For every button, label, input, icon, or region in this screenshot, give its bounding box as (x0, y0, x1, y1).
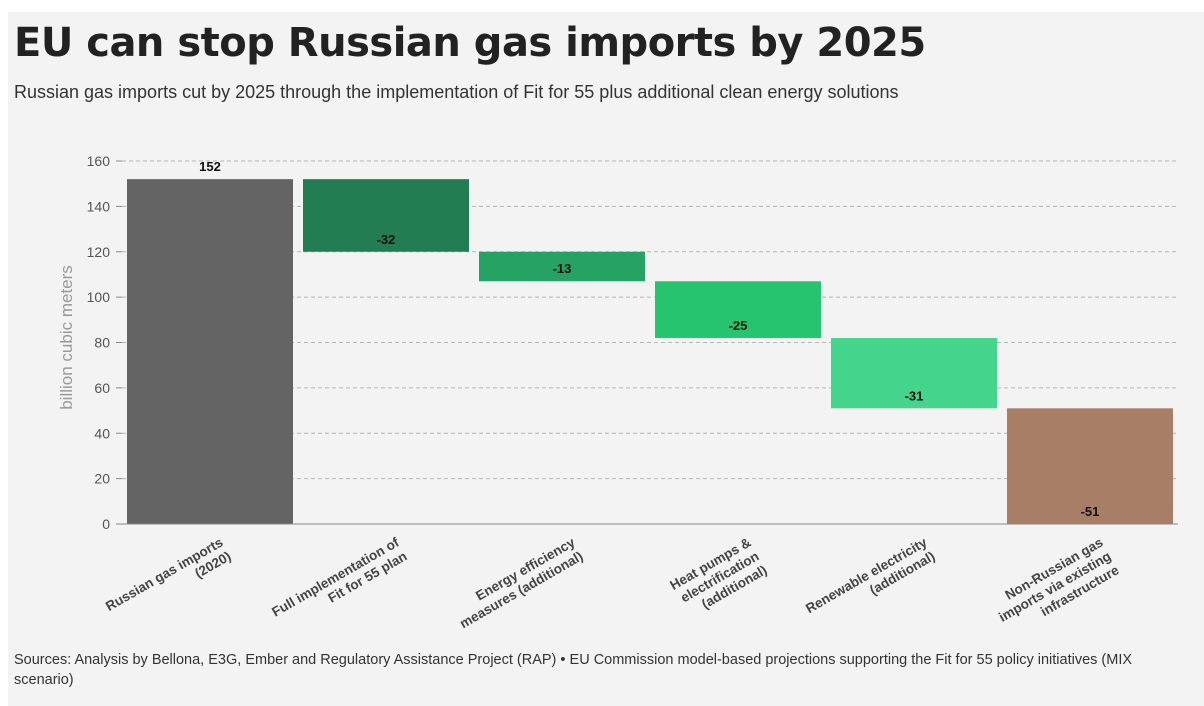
sources-note: Sources: Analysis by Bellona, E3G, Ember… (14, 652, 1133, 688)
y-tick-label: 80 (94, 335, 110, 351)
bar-value-label: 152 (199, 159, 221, 174)
chart-title: EU can stop Russian gas imports by 2025 (14, 20, 926, 66)
waterfall-bar (831, 337, 997, 409)
y-tick-label: 0 (102, 516, 110, 532)
y-tick-label: 140 (87, 198, 111, 214)
y-axis-label: billion cubic meters (57, 265, 76, 410)
y-tick-label: 20 (94, 471, 110, 487)
x-tick-label: Full implementation ofFit for 55 plan (269, 534, 410, 633)
y-tick-label: 60 (94, 380, 110, 396)
bar-value-label: -32 (377, 232, 396, 247)
y-tick-label: 120 (87, 244, 111, 260)
waterfall-bar (1007, 408, 1173, 524)
waterfall-bar (303, 179, 469, 252)
bar-value-label: -13 (553, 261, 572, 276)
y-tick-label: 40 (94, 425, 110, 441)
waterfall-bar (479, 251, 645, 282)
y-tick-label: 160 (87, 153, 111, 169)
waterfall-bar (655, 281, 821, 338)
x-tick-label: Non-Russian gasimports via existinginfra… (988, 534, 1122, 638)
waterfall-chart: 0 20 40 60 80 100 120 140 160 billion cubic meter… (57, 153, 1178, 638)
chart-subtitle: Russian gas imports cut by 2025 through … (14, 82, 899, 102)
bar-value-label: -51 (1081, 504, 1100, 519)
bar-value-label: -25 (729, 318, 748, 333)
x-tick-label: Russian gas imports(2020) (103, 535, 234, 628)
waterfall-bar (127, 179, 293, 524)
x-tick-label: Renewable electricity(additional) (803, 534, 938, 630)
x-tick-label: Heat pumps &electrification(additional) (667, 534, 769, 620)
y-tick-label: 100 (87, 289, 111, 305)
x-tick-label: Energy efficiencymeasures (additional) (449, 534, 586, 631)
bar-value-label: -31 (905, 388, 924, 403)
